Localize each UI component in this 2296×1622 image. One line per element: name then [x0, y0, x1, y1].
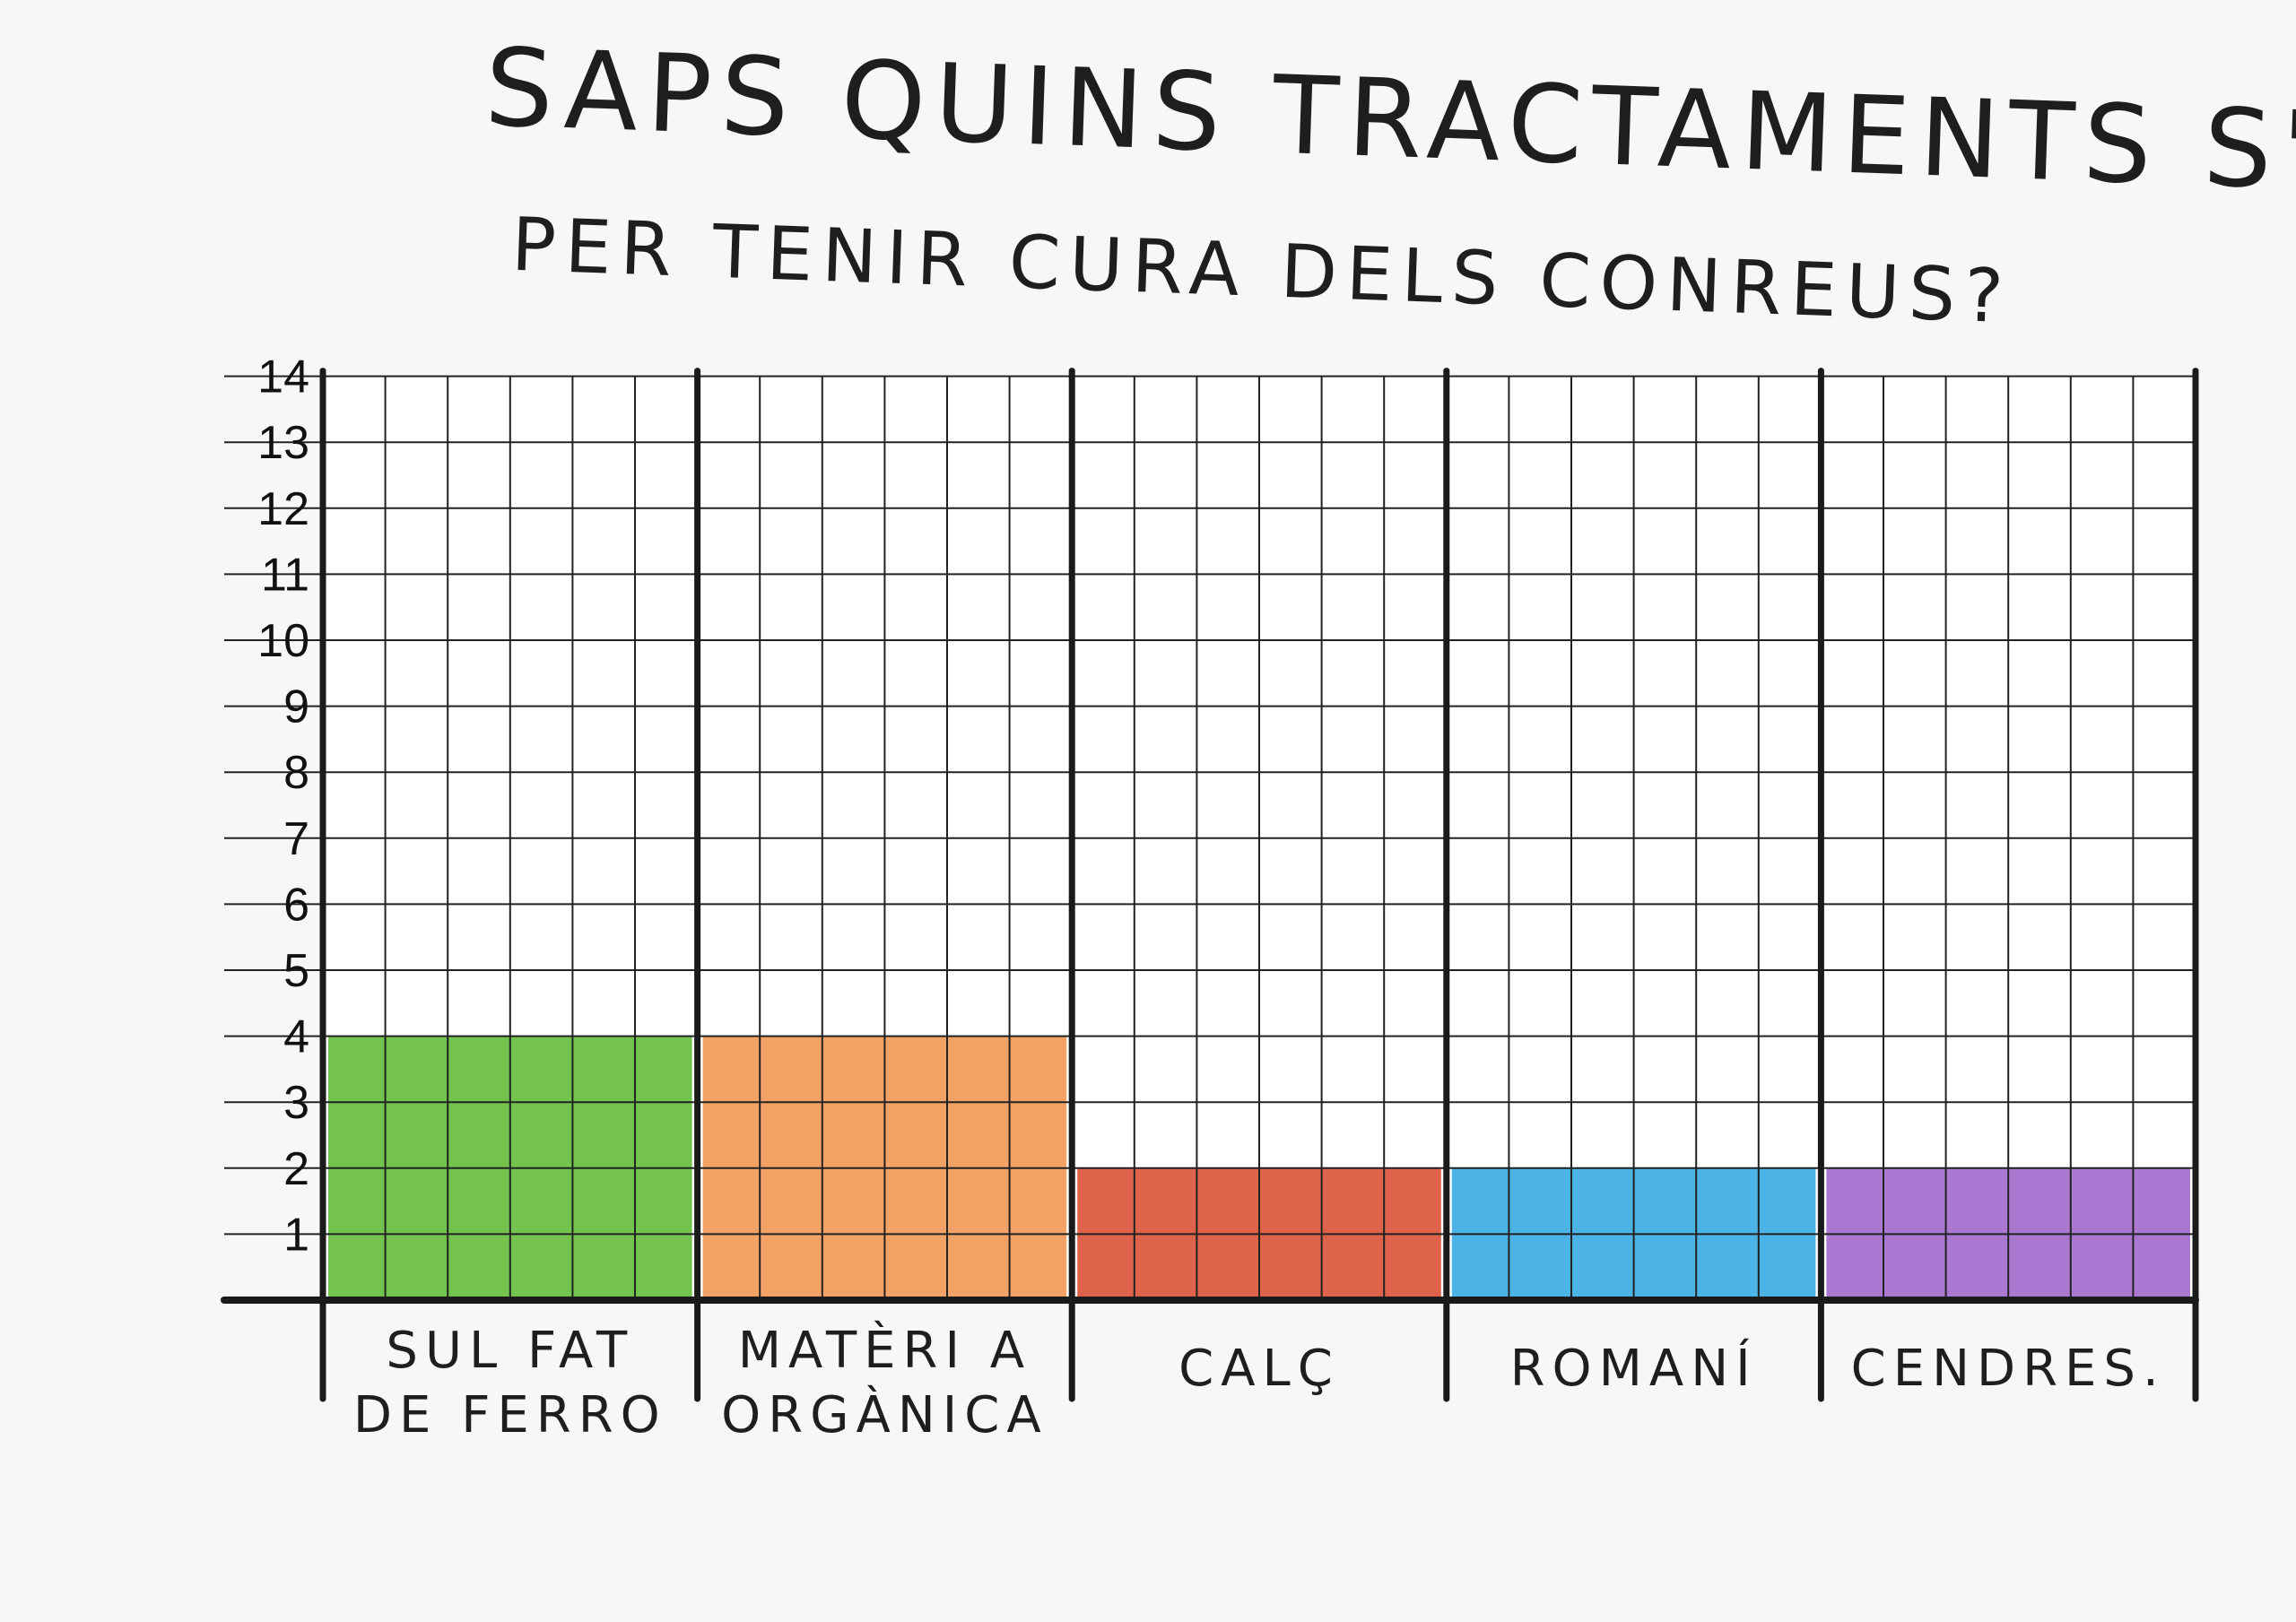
y-tick-label: 12	[257, 483, 309, 535]
x-tick-label: ROMANÍ	[1510, 1339, 1758, 1398]
y-tick-label: 4	[283, 1011, 309, 1063]
x-tick-label: CENDRES.	[1851, 1340, 2166, 1398]
y-tick-label: 13	[257, 417, 309, 469]
y-tick-label: 11	[261, 549, 309, 601]
y-tick-label: 10	[257, 615, 309, 667]
y-tick-label: 6	[283, 879, 309, 931]
x-tick-label: ORGÀNICA	[721, 1386, 1048, 1444]
y-tick-label: 1	[283, 1209, 309, 1261]
y-tick-label: 2	[283, 1143, 309, 1195]
y-tick-label: 8	[283, 747, 309, 799]
x-tick-label: DE FERRO	[353, 1386, 667, 1444]
y-tick-label: 9	[283, 681, 309, 733]
y-tick-label: 3	[283, 1077, 309, 1129]
x-tick-label: CALÇ	[1178, 1340, 1340, 1398]
y-tick-label: 5	[283, 945, 309, 997]
y-tick-label: 14	[257, 351, 309, 403]
x-tick-label: MATÈRI A	[738, 1322, 1031, 1380]
x-tick-label: SUL FAT	[386, 1322, 634, 1380]
y-tick-label: 7	[283, 813, 309, 865]
